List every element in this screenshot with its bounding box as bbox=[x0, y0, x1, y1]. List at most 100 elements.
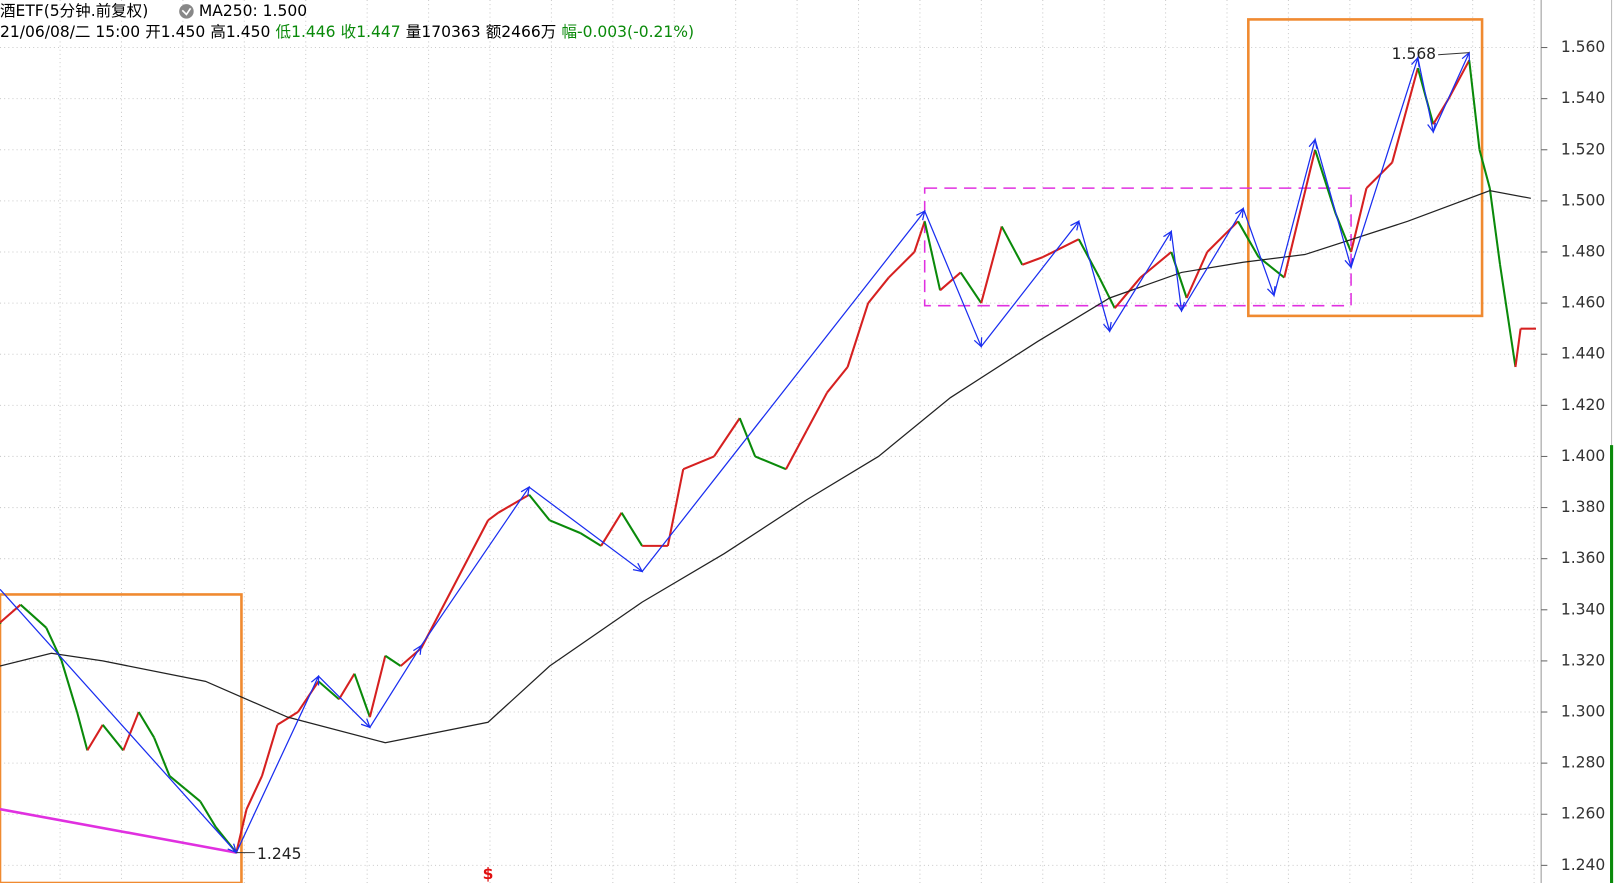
zigzag-arrow bbox=[973, 337, 983, 348]
price-segment bbox=[245, 775, 263, 810]
zigzag-arrow bbox=[632, 562, 644, 573]
price-segment bbox=[785, 430, 808, 470]
grid bbox=[0, 0, 1542, 883]
price-segment bbox=[579, 532, 602, 547]
price-segment bbox=[1391, 67, 1419, 163]
price-segment bbox=[826, 366, 849, 394]
price-segment bbox=[600, 512, 623, 547]
zigzag-arrow bbox=[1103, 321, 1112, 333]
info-item: 量170363 bbox=[406, 23, 481, 41]
price-segment bbox=[19, 603, 47, 629]
price-segment bbox=[713, 417, 741, 458]
ma-label: MA250: 1.500 bbox=[199, 2, 307, 20]
zigzag-arrow bbox=[1308, 138, 1318, 149]
price-segment bbox=[887, 251, 916, 279]
price-segment bbox=[620, 512, 644, 547]
price-segment bbox=[682, 455, 715, 471]
drawing-line bbox=[0, 807, 237, 854]
ma-icon-check bbox=[181, 7, 192, 16]
zigzag-arrow bbox=[1235, 207, 1244, 218]
price-segment bbox=[1447, 59, 1471, 100]
price-segment bbox=[1185, 251, 1209, 299]
price-segment bbox=[368, 655, 387, 718]
annotation: 1.568 bbox=[1392, 45, 1436, 63]
price-segment bbox=[980, 226, 1003, 304]
price-segment bbox=[1468, 60, 1481, 150]
zigzag-arrow bbox=[1344, 258, 1354, 269]
price-segment bbox=[754, 455, 787, 471]
zigzag-arrow bbox=[1070, 220, 1080, 231]
price-segment bbox=[235, 808, 248, 853]
price-segment bbox=[168, 775, 186, 790]
info-line: 21/06/08/二 15:00 开1.450 高1.450 低1.446 收1.447… bbox=[0, 23, 694, 41]
y-tick-label: 1.500 bbox=[1561, 191, 1605, 209]
zigzag-arrow bbox=[1175, 301, 1186, 313]
y-tick-label: 1.460 bbox=[1561, 294, 1605, 312]
y-tick-label: 1.420 bbox=[1561, 396, 1605, 414]
info-item: 开1.450 bbox=[145, 23, 205, 41]
zigzag-arrow bbox=[1461, 51, 1470, 62]
price-segment bbox=[939, 271, 962, 292]
price-segment bbox=[959, 271, 983, 304]
zigzag-arrow bbox=[1411, 56, 1420, 68]
price-segment bbox=[199, 800, 217, 828]
y-tick-label: 1.400 bbox=[1561, 447, 1605, 465]
y-tick-label: 1.480 bbox=[1561, 242, 1605, 260]
price-segment bbox=[528, 494, 551, 521]
zigzag-line bbox=[0, 52, 1470, 854]
price-segment bbox=[1021, 256, 1044, 266]
y-tick-label: 1.260 bbox=[1561, 805, 1605, 823]
annotation-leader bbox=[1438, 52, 1470, 56]
price-segment bbox=[297, 680, 320, 713]
price-segment bbox=[1000, 225, 1024, 266]
price-segment bbox=[805, 392, 828, 432]
price-segment bbox=[353, 673, 371, 718]
price-segment bbox=[153, 737, 171, 777]
drawing-rect bbox=[1247, 18, 1484, 318]
y-tick-label: 1.520 bbox=[1561, 140, 1605, 158]
chart-name: 酒ETF(5分钟.前复权) bbox=[0, 2, 148, 20]
price-segment bbox=[184, 787, 202, 803]
info-item: 高1.450 bbox=[210, 23, 270, 41]
price-segment bbox=[1042, 238, 1080, 259]
price-segment bbox=[1365, 161, 1393, 189]
price-segment bbox=[666, 469, 685, 547]
zigzag-arrow bbox=[1163, 230, 1173, 241]
zigzag-arrow bbox=[1427, 122, 1437, 134]
drawing-rect bbox=[923, 187, 1352, 307]
info-item: 21/06/08/二 15:00 bbox=[0, 23, 140, 41]
y-tick-label: 1.240 bbox=[1561, 856, 1605, 874]
y-tick-label: 1.380 bbox=[1561, 498, 1605, 516]
signal-marker: $ bbox=[483, 865, 494, 883]
price-segment bbox=[86, 724, 104, 751]
price-segment bbox=[317, 680, 340, 701]
price-segment bbox=[1098, 277, 1116, 309]
price-segment bbox=[913, 220, 926, 253]
y-tick-label: 1.340 bbox=[1561, 600, 1605, 618]
price-segment bbox=[338, 673, 356, 700]
price-segment bbox=[867, 276, 890, 304]
info-item: 收1.447 bbox=[341, 23, 401, 41]
price-segment bbox=[1514, 328, 1522, 368]
price-segment bbox=[1314, 149, 1337, 214]
y-tick-label: 1.280 bbox=[1561, 754, 1605, 772]
axis: 1.240 1.260 1.280 1.300 1.320 1.340 1.360 1.380… bbox=[1541, 38, 1605, 874]
price-segment bbox=[1488, 187, 1502, 265]
price-segment bbox=[384, 654, 402, 667]
y-tick-label: 1.360 bbox=[1561, 549, 1605, 567]
price-segment bbox=[487, 511, 499, 522]
price-segment bbox=[137, 711, 156, 739]
price-segment bbox=[923, 221, 942, 291]
zigzag-arrow bbox=[1267, 286, 1276, 297]
y-tick-label: 1.300 bbox=[1561, 703, 1605, 721]
zigzag-arrow bbox=[310, 674, 320, 686]
price-segment bbox=[497, 493, 530, 514]
price-segment bbox=[1237, 220, 1260, 258]
plot: 1.245 1.568 $ bbox=[0, 18, 1537, 883]
info-item: 额2466万 bbox=[486, 23, 557, 41]
zigzag-arrow bbox=[916, 209, 926, 221]
y-tick-label: 1.540 bbox=[1561, 89, 1605, 107]
price-segment bbox=[1113, 276, 1142, 309]
